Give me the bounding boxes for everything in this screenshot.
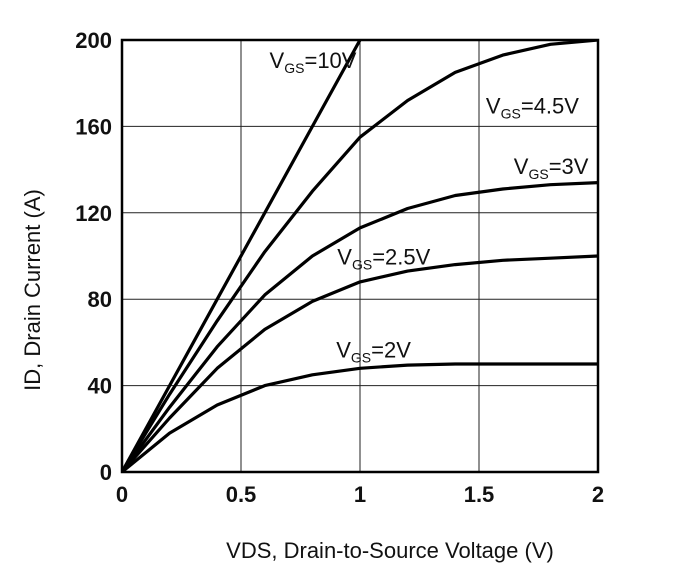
- series-label-2: VGS=3V: [514, 154, 589, 182]
- series-line-0: [122, 40, 362, 472]
- x-tick-label-4: 2: [592, 482, 604, 507]
- y-tick-label-5: 200: [75, 28, 112, 53]
- series-lines: [122, 40, 598, 472]
- series-label-1: VGS=4.5V: [486, 93, 579, 121]
- x-tick-label-2: 1: [354, 482, 366, 507]
- x-tick-labels: 0 0.5 1 1.5 2: [116, 482, 604, 507]
- plot-border: [120, 38, 600, 474]
- x-tick-label-1: 0.5: [226, 482, 257, 507]
- series-label-3: VGS=2.5V: [337, 245, 430, 273]
- y-tick-label-4: 160: [75, 114, 112, 139]
- plot-frame: [120, 38, 600, 474]
- series-labels: VGS=10V VGS=4.5V VGS=3V VGS=2.5V VGS=2V: [270, 48, 589, 365]
- series-line-3: [122, 254, 598, 472]
- x-tick-label-0: 0: [116, 482, 128, 507]
- y-tick-labels: 0 40 80 120 160 200: [75, 28, 112, 485]
- x-axis-title: VDS, Drain-to-Source Voltage (V): [226, 538, 554, 563]
- series-line-1: [122, 40, 598, 472]
- y-tick-label-1: 40: [88, 374, 112, 399]
- y-tick-label-0: 0: [100, 460, 112, 485]
- series-label-4: VGS=2V: [336, 338, 411, 366]
- series-label-0: VGS=10V: [270, 48, 357, 76]
- x-tick-label-3: 1.5: [464, 482, 495, 507]
- y-tick-label-2: 80: [88, 287, 112, 312]
- series-line-4: [122, 362, 598, 472]
- y-axis-title: ID, Drain Current (A): [20, 189, 45, 391]
- y-tick-label-3: 120: [75, 201, 112, 226]
- series-line-2: [122, 181, 598, 472]
